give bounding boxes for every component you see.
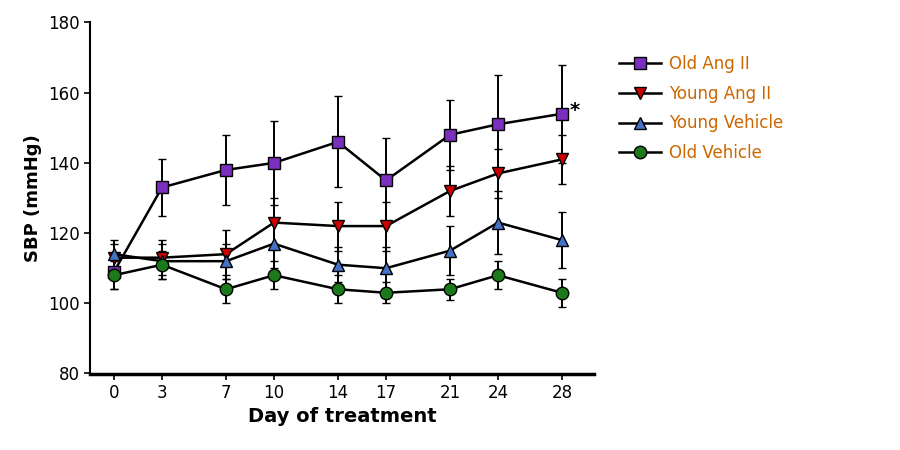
Text: *: * <box>570 101 580 120</box>
Y-axis label: SBP (mmHg): SBP (mmHg) <box>24 134 42 262</box>
X-axis label: Day of treatment: Day of treatment <box>248 407 436 427</box>
Legend: Old Ang II, Young Ang II, Young Vehicle, Old Vehicle: Old Ang II, Young Ang II, Young Vehicle,… <box>612 49 790 169</box>
